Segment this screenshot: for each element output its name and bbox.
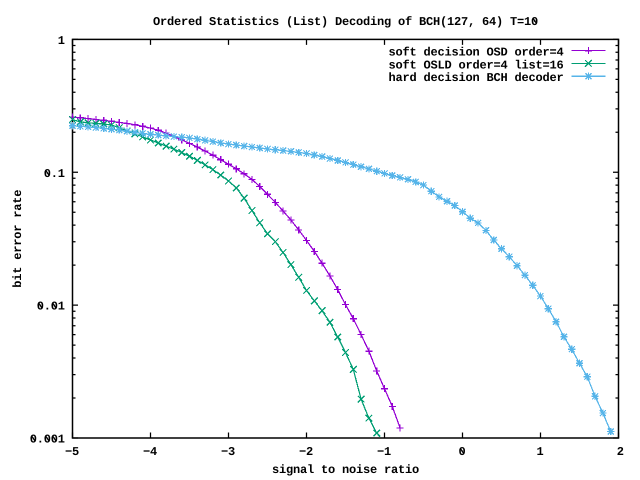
svg-text:Ordered Statistics (List) Deco: Ordered Statistics (List) Decoding of BC… [153, 15, 538, 29]
svg-text:bit error rate: bit error rate [11, 190, 25, 288]
svg-text:0.01: 0.01 [37, 300, 65, 314]
svg-text:−2: −2 [299, 445, 313, 459]
svg-text:soft OSLD order=4 list=16: soft OSLD order=4 list=16 [388, 58, 563, 72]
svg-text:1: 1 [58, 34, 65, 48]
svg-text:0.1: 0.1 [44, 167, 65, 181]
svg-text:−3: −3 [221, 445, 235, 459]
svg-text:hard decision BCH decoder: hard decision BCH decoder [388, 71, 563, 85]
svg-text:2: 2 [617, 445, 624, 459]
svg-text:soft decision OSD order=4: soft decision OSD order=4 [388, 46, 563, 60]
svg-text:1: 1 [536, 445, 543, 459]
svg-text:−4: −4 [143, 445, 157, 459]
svg-text:signal to noise ratio: signal to noise ratio [272, 463, 419, 477]
svg-text:−5: −5 [65, 445, 79, 459]
svg-text:−1: −1 [377, 445, 391, 459]
